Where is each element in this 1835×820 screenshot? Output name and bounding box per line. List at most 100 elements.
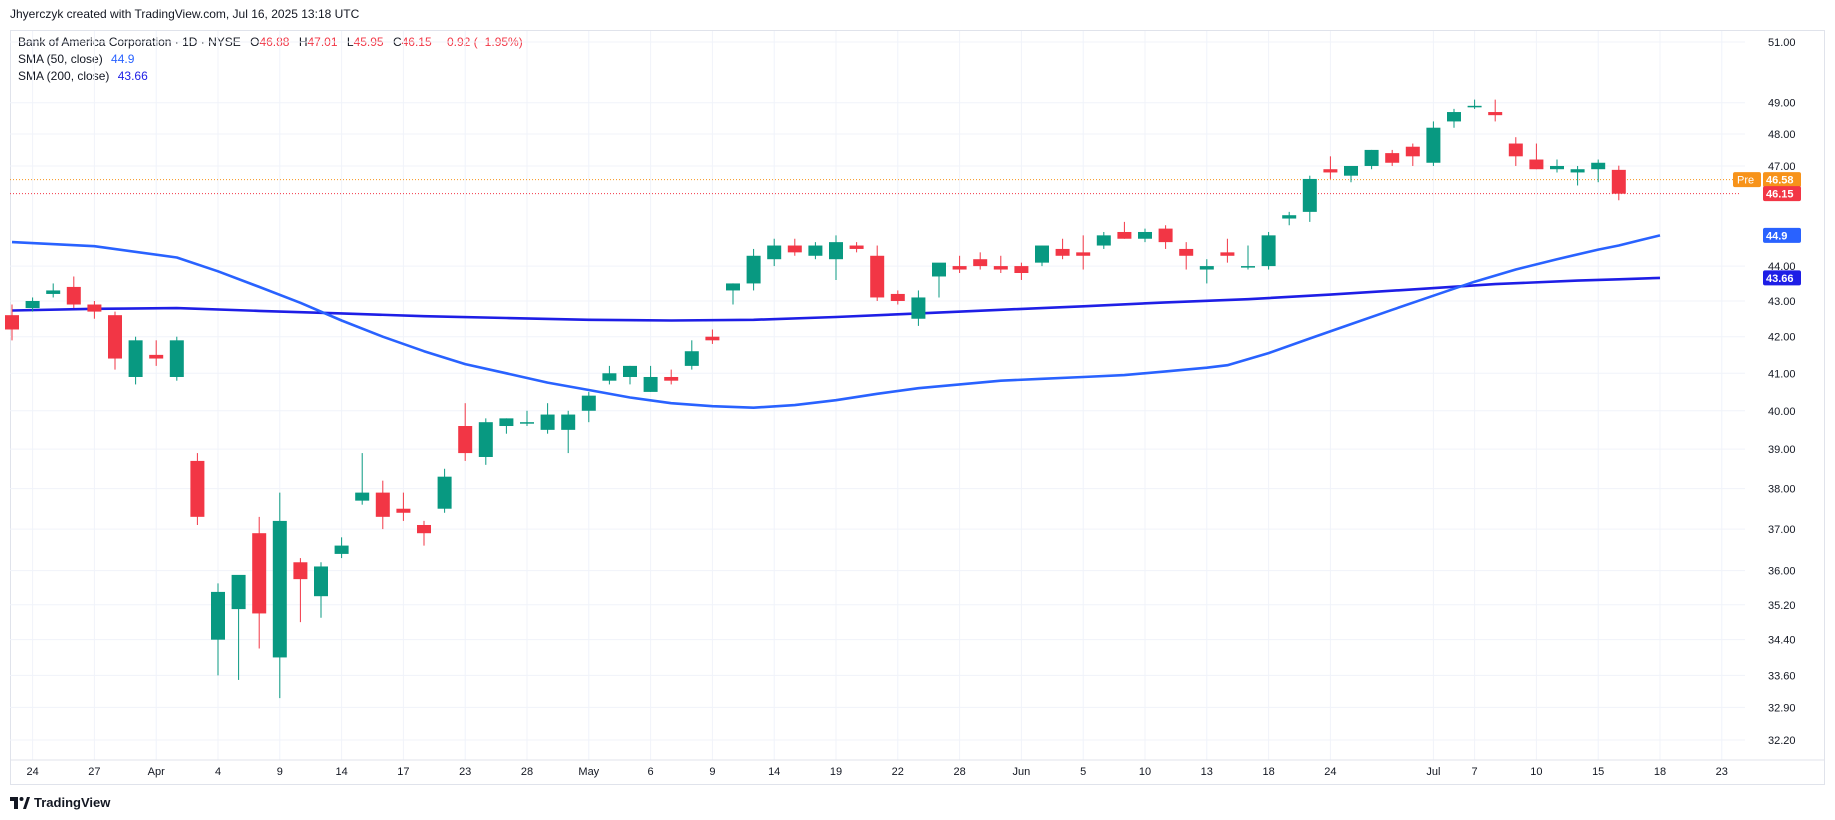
- price-tick-label: 39.00: [1768, 444, 1796, 456]
- candle-down: [664, 369, 679, 385]
- price-axis: 51.00 49.00 48.00 47.00 44.00 43.00 42.00 41.00…: [1768, 37, 1796, 747]
- candle-up: [911, 290, 926, 326]
- tradingview-logo[interactable]: TradingView: [10, 795, 110, 810]
- candle-body: [1035, 245, 1049, 263]
- grid-lines: [10, 31, 1745, 760]
- candle-body: [705, 336, 720, 341]
- candle-up: [334, 537, 349, 559]
- candle-body: [1076, 252, 1091, 256]
- price-tick-label: 44.00: [1768, 261, 1796, 273]
- candle-up: [128, 336, 143, 385]
- price-badge: [1763, 227, 1801, 243]
- candle-body: [375, 492, 390, 517]
- candle-down: [458, 403, 473, 461]
- candle-down: [787, 238, 802, 256]
- time-tick-label: 23: [1716, 766, 1728, 778]
- candle-body: [602, 373, 617, 381]
- candle-body: [478, 422, 493, 457]
- candle-body: [993, 266, 1008, 270]
- candle-down: [108, 311, 122, 370]
- candle-down: [849, 242, 864, 253]
- legend-sma50-value: 44.9: [111, 52, 135, 66]
- candle-up: [767, 238, 782, 267]
- price-tick-label: 32.90: [1768, 702, 1796, 714]
- candle-body: [458, 426, 473, 454]
- candle-down: [1611, 165, 1626, 201]
- legend-sma200-row[interactable]: SMA (200, close) 43.66: [18, 68, 523, 85]
- candle-up: [1467, 99, 1482, 109]
- candle-body: [1014, 266, 1029, 274]
- candle-down: [993, 255, 1008, 274]
- candle-down: [1158, 225, 1173, 249]
- price-tick-label: 43.00: [1768, 296, 1796, 308]
- time-tick-label: 18: [1654, 766, 1666, 778]
- candle-up: [643, 365, 658, 392]
- candle-up: [1096, 231, 1111, 249]
- time-tick-label: 28: [953, 766, 965, 778]
- legend-sma50-label: SMA (50, close): [18, 52, 103, 66]
- candle-body: [252, 533, 267, 614]
- candle-up: [478, 418, 493, 465]
- candle-down: [149, 340, 164, 366]
- candle-up: [1570, 165, 1585, 186]
- price-badge-value: 44.9: [1766, 230, 1787, 242]
- price-badges: 46.58 Pre 46.15 44.9 43.66: [1733, 172, 1801, 286]
- price-badge-value: 43.66: [1766, 273, 1794, 285]
- candle-body: [128, 340, 143, 377]
- candle-body: [1611, 169, 1626, 194]
- candle-body: [849, 245, 864, 249]
- time-tick-label: 9: [709, 766, 715, 778]
- candle-up: [314, 562, 328, 618]
- candle-body: [581, 395, 596, 411]
- candle-down: [66, 276, 81, 309]
- price-tick-label: 38.00: [1768, 484, 1796, 496]
- candle-body: [499, 418, 514, 427]
- time-tick-label: 14: [335, 766, 347, 778]
- price-badge: [1763, 172, 1801, 188]
- candle-body: [1405, 146, 1420, 157]
- candle-up: [1035, 245, 1049, 267]
- candle-up: [623, 365, 637, 385]
- candle-down: [952, 255, 967, 274]
- candle-down: [417, 520, 431, 546]
- price-tick-label: 41.00: [1768, 368, 1796, 380]
- candle-down: [1220, 238, 1235, 263]
- legend-sma50-row[interactable]: SMA (50, close) 44.9: [18, 51, 523, 68]
- candle-body: [540, 414, 555, 430]
- candle-up: [520, 410, 534, 427]
- candle-body: [355, 492, 370, 501]
- price-tick-label: 48.00: [1768, 129, 1796, 141]
- candle-body: [643, 376, 658, 392]
- candle-down: [1179, 242, 1194, 270]
- candle-down: [252, 516, 267, 649]
- candle-body: [1570, 169, 1585, 173]
- candle-body: [684, 351, 699, 366]
- candle-body: [293, 562, 308, 580]
- candle-up: [211, 583, 225, 676]
- candle-body: [272, 520, 287, 658]
- candle-up: [1282, 211, 1297, 226]
- candle-up: [1344, 165, 1358, 183]
- candle-body: [1138, 231, 1152, 239]
- candle-down: [1385, 149, 1400, 166]
- candle-body: [952, 266, 967, 270]
- candle-up: [1241, 245, 1255, 270]
- candle-down: [375, 480, 390, 530]
- candle-body: [1488, 112, 1503, 116]
- price-badge-value: 46.58: [1766, 175, 1794, 187]
- candle-body: [1302, 178, 1317, 212]
- candle-up: [1550, 159, 1564, 173]
- time-tick-label: 4: [215, 766, 221, 778]
- price-tick-label: 33.60: [1768, 670, 1796, 682]
- candle-up: [1199, 259, 1214, 284]
- candle-up: [355, 453, 370, 505]
- candle-body: [396, 508, 411, 513]
- pre-market-tag-label: Pre: [1737, 175, 1754, 187]
- time-tick-label: 6: [648, 766, 654, 778]
- candle-body: [169, 340, 184, 377]
- candle-up: [499, 418, 514, 434]
- candle-body: [108, 315, 122, 359]
- price-tick-label: 47.00: [1768, 161, 1796, 173]
- price-badge: [1763, 270, 1801, 286]
